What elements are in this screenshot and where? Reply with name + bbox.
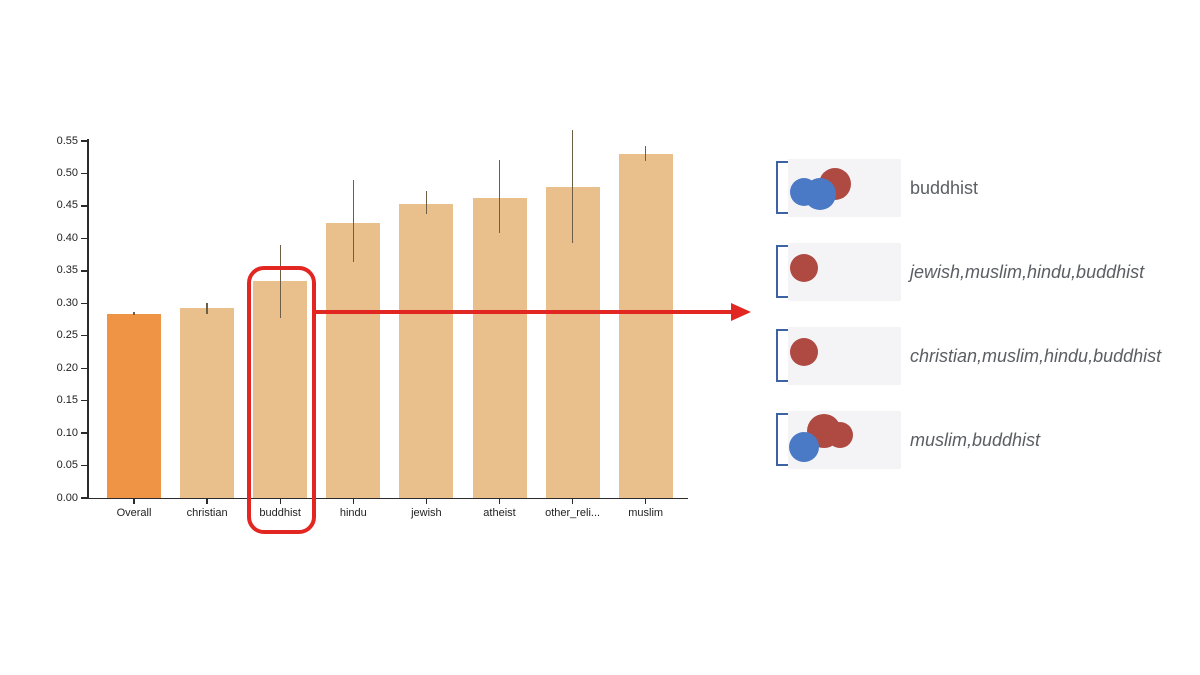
- bracket-icon: [776, 161, 788, 214]
- x-tick-label-muslim: muslim: [628, 507, 664, 519]
- red-dot-icon: [790, 254, 818, 282]
- y-tick-mark: [81, 335, 87, 337]
- y-tick-label: 0.55: [56, 134, 78, 147]
- error-bar-atheist: [498, 160, 501, 234]
- annotation-row: christian,muslim,hindu,buddhist: [776, 327, 1196, 385]
- y-axis-line: [87, 139, 89, 499]
- blue-dot-icon: [789, 432, 819, 462]
- x-tick-label-buddhist: buddhist: [259, 507, 301, 519]
- y-tick-mark: [81, 400, 87, 402]
- x-tick-mark: [133, 499, 135, 504]
- x-tick-label-hindu: hindu: [339, 507, 367, 519]
- y-tick-mark: [81, 432, 87, 434]
- x-tick-mark: [206, 499, 208, 504]
- bar-jewish[interactable]: [399, 203, 454, 498]
- y-tick-mark: [81, 237, 87, 240]
- x-tick-mark: [352, 499, 354, 504]
- y-tick-label: 0.35: [56, 264, 78, 277]
- example-image-card[interactable]: [788, 411, 901, 469]
- y-tick-label: 0.00: [56, 491, 78, 504]
- y-tick-label: 0.15: [56, 394, 78, 407]
- y-tick-mark: [81, 140, 87, 142]
- annotation-row: buddhist: [776, 159, 1196, 217]
- y-tick-label: 0.50: [56, 166, 78, 179]
- y-tick-label: 0.40: [56, 231, 78, 244]
- y-tick-mark: [81, 172, 87, 175]
- arrow-shaft: [315, 310, 733, 314]
- bar-muslim[interactable]: [618, 153, 673, 498]
- y-tick-mark: [81, 205, 87, 207]
- y-tick-label: 0.25: [56, 329, 78, 342]
- y-tick-label: 0.05: [56, 459, 78, 472]
- y-tick-label: 0.20: [56, 361, 78, 374]
- bracket-icon: [776, 413, 788, 466]
- x-tick-mark: [279, 499, 281, 504]
- x-tick-label-Overall: Overall: [116, 507, 152, 519]
- error-bar-other_reli...: [571, 129, 574, 243]
- example-image-card[interactable]: [788, 327, 901, 385]
- highlight-rect-buddhist: [247, 266, 316, 534]
- bracket-icon: [776, 245, 788, 298]
- bar-Overall[interactable]: [107, 313, 161, 498]
- error-bar-buddhist: [279, 244, 281, 318]
- y-tick-mark: [81, 270, 87, 272]
- annotation-label: muslim,buddhist: [910, 429, 1041, 450]
- x-tick-label-jewish: jewish: [411, 507, 442, 519]
- error-bar-jewish: [425, 190, 428, 215]
- bar-atheist[interactable]: [472, 198, 527, 498]
- y-tick-mark: [81, 367, 87, 369]
- bar-hindu[interactable]: [326, 222, 381, 498]
- x-axis-line: [87, 497, 688, 499]
- x-tick-mark: [498, 499, 501, 504]
- annotation-label: christian,muslim,hindu,buddhist: [910, 345, 1162, 366]
- y-tick-label: 0.10: [56, 426, 78, 439]
- bar-christian[interactable]: [180, 308, 235, 498]
- red-dot-icon: [827, 422, 853, 448]
- y-tick-mark: [81, 302, 87, 304]
- bracket-icon: [776, 329, 788, 382]
- error-bar-christian: [206, 303, 208, 315]
- x-tick-label-other_reli...: other_reli...: [545, 507, 601, 519]
- x-tick-label-atheist: atheist: [483, 507, 516, 519]
- annotation-label: jewish,muslim,hindu,buddhist: [910, 261, 1145, 282]
- x-tick-mark: [645, 499, 647, 504]
- x-tick-mark: [425, 499, 428, 504]
- arrow-head-icon: [731, 303, 751, 321]
- annotation-label: buddhist: [910, 177, 979, 198]
- error-bar-Overall: [133, 312, 135, 315]
- example-image-card[interactable]: [788, 243, 901, 301]
- y-tick-label: 0.45: [56, 199, 78, 212]
- y-tick-label: 0.30: [56, 296, 78, 309]
- y-tick-mark: [81, 464, 87, 467]
- blue-dot-icon: [804, 178, 836, 210]
- x-tick-label-christian: christian: [186, 507, 228, 519]
- error-bar-hindu: [352, 179, 354, 262]
- y-tick-mark: [81, 497, 87, 499]
- annotation-row: jewish,muslim,hindu,buddhist: [776, 243, 1196, 301]
- x-tick-mark: [571, 499, 574, 504]
- red-dot-icon: [790, 338, 818, 366]
- example-image-card[interactable]: [788, 159, 901, 217]
- error-bar-muslim: [645, 145, 647, 162]
- annotation-row: muslim,buddhist: [776, 411, 1196, 469]
